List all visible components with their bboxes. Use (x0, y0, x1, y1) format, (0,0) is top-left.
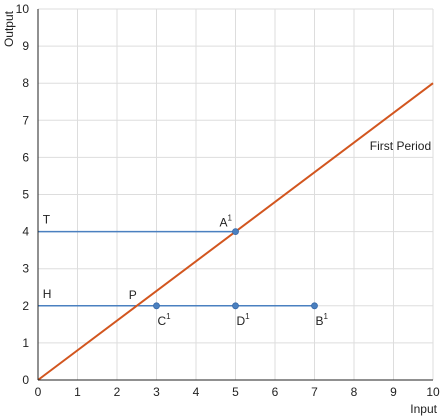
x-tick-label: 0 (35, 385, 42, 399)
y-tick-label: 8 (22, 76, 29, 90)
x-tick-label: 5 (232, 385, 239, 399)
x-tick-label: 8 (351, 385, 358, 399)
y-tick-label: 0 (22, 373, 29, 387)
y-tick-label: 4 (22, 225, 29, 239)
point-a (232, 228, 239, 236)
x-axis-title: Input (410, 402, 437, 416)
x-tick-label: 10 (426, 385, 440, 399)
point-d (232, 302, 239, 310)
label-p: P (129, 288, 137, 302)
y-tick-label: 9 (22, 39, 29, 53)
y-tick-label: 10 (16, 2, 30, 16)
y-tick-label: 1 (22, 336, 29, 350)
x-tick-label: 1 (74, 385, 81, 399)
series-label: First Period (370, 139, 431, 153)
label-t: T (43, 213, 51, 227)
grid (37, 8, 434, 381)
x-tick-label: 9 (390, 385, 397, 399)
axes (37, 9, 433, 381)
y-tick-label: 2 (22, 299, 29, 313)
y-tick-label: 7 (22, 113, 29, 127)
y-axis-title: Output (2, 10, 16, 47)
y-tick-label: 6 (22, 150, 29, 164)
point-b (311, 302, 318, 310)
horizontal-lines (38, 230, 315, 307)
label-point-c: C1 (158, 312, 172, 328)
x-tick-label: 2 (114, 385, 121, 399)
point-c (153, 302, 160, 310)
y-tick-label: 5 (22, 188, 29, 202)
x-tick-label: 4 (193, 385, 200, 399)
data-points (153, 228, 318, 310)
label-point-b: B1 (316, 312, 329, 328)
tick-labels: 0 1 2 3 4 5 6 7 8 9 10 0 1 2 3 4 5 6 7 8 9 10 (16, 2, 440, 399)
label-point-d: D1 (237, 312, 251, 328)
x-tick-label: 3 (153, 385, 160, 399)
y-tick-label: 3 (22, 262, 29, 276)
label-h: H (43, 287, 52, 301)
label-point-a: A1 (220, 214, 233, 230)
x-tick-label: 6 (272, 385, 279, 399)
x-tick-label: 7 (311, 385, 318, 399)
